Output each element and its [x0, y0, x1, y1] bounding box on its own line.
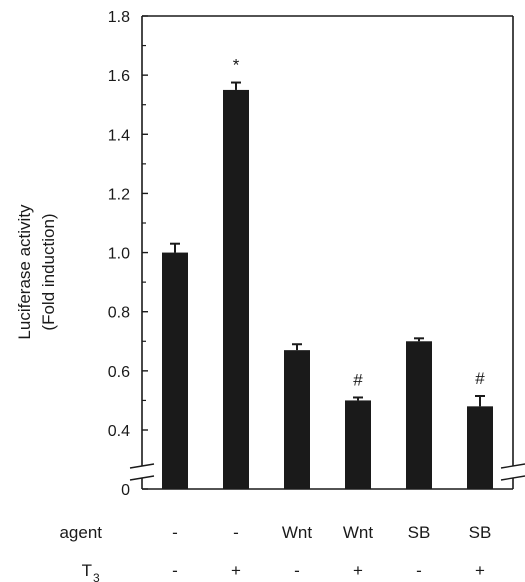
axis-break-left-upper: [129, 463, 155, 469]
t3-value: -: [416, 561, 422, 580]
condition-rows: agent T 3 - - Wnt Wnt SB SB - + - + - +: [59, 523, 491, 582]
agent-value: SB: [469, 523, 492, 542]
bar: [406, 341, 432, 489]
axis-break-right-lower: [500, 475, 525, 481]
y-axis-title-line2: (Fold induction): [39, 213, 58, 330]
t3-value: +: [353, 561, 363, 580]
t3-row-label: T: [82, 561, 92, 580]
agent-value: -: [233, 523, 239, 542]
plot-frame: [141, 15, 514, 490]
y-tick-label: 1.0: [108, 246, 130, 263]
bars: * # #: [162, 56, 493, 489]
y-zero-label: 0: [121, 482, 130, 499]
axis-break-right-upper: [500, 463, 525, 469]
y-tick-label: 0.8: [108, 305, 130, 322]
bar: [162, 252, 188, 489]
agent-value: Wnt: [282, 523, 313, 542]
y-axis-ticks: 0.4 0.6 0.8 1.0 1.2 1.4 1.6 1.8 0: [108, 9, 148, 499]
y-tick-label: 1.8: [108, 9, 130, 26]
t3-value: -: [294, 561, 300, 580]
significance-marker: #: [353, 370, 363, 389]
bar: [223, 89, 249, 489]
y-tick-label: 0.4: [108, 423, 130, 440]
agent-value: Wnt: [343, 523, 374, 542]
y-axis-title: Luciferase activity (Fold induction): [15, 204, 58, 340]
t3-row-label-subscript: 3: [93, 571, 100, 582]
bar: [284, 350, 310, 489]
t3-value: +: [231, 561, 241, 580]
agent-value: SB: [408, 523, 431, 542]
t3-value: -: [172, 561, 178, 580]
axis-breaks: [129, 463, 525, 481]
axis-break-left-lower: [129, 475, 155, 481]
significance-marker: *: [233, 56, 240, 75]
y-tick-label: 0.6: [108, 364, 130, 381]
bar: [345, 400, 371, 489]
y-tick-label: 1.4: [108, 127, 130, 144]
t3-value: +: [475, 561, 485, 580]
y-tick-label: 1.6: [108, 68, 130, 85]
bar: [467, 406, 493, 489]
y-tick-label: 1.2: [108, 186, 130, 203]
y-axis-title-line1: Luciferase activity: [15, 204, 34, 340]
agent-row-label: agent: [59, 523, 102, 542]
agent-value: -: [172, 523, 178, 542]
significance-marker: #: [475, 369, 485, 388]
